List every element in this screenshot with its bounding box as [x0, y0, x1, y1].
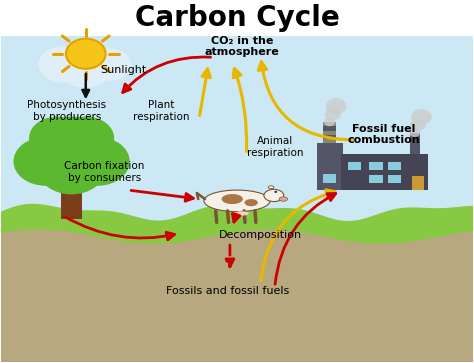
Ellipse shape	[204, 190, 270, 212]
FancyBboxPatch shape	[341, 154, 428, 190]
FancyArrowPatch shape	[64, 217, 174, 240]
FancyBboxPatch shape	[388, 163, 401, 170]
Text: CO₂ in the
atmosphere: CO₂ in the atmosphere	[204, 36, 279, 57]
Circle shape	[274, 191, 277, 193]
FancyBboxPatch shape	[369, 175, 383, 183]
Circle shape	[31, 117, 112, 178]
Polygon shape	[0, 229, 474, 362]
Text: Carbon fixation
by consumers: Carbon fixation by consumers	[64, 161, 145, 183]
FancyBboxPatch shape	[412, 176, 424, 190]
Circle shape	[37, 143, 106, 195]
Circle shape	[88, 48, 131, 81]
Bar	[0, 262, 474, 362]
Text: Animal
respiration: Animal respiration	[246, 136, 303, 158]
Text: Carbon Cycle: Carbon Cycle	[135, 4, 339, 32]
FancyArrowPatch shape	[226, 245, 234, 267]
Circle shape	[326, 98, 346, 114]
FancyBboxPatch shape	[323, 135, 336, 139]
Circle shape	[409, 129, 420, 137]
FancyArrowPatch shape	[123, 57, 210, 93]
FancyArrowPatch shape	[131, 191, 193, 201]
Circle shape	[38, 46, 86, 82]
FancyArrowPatch shape	[258, 62, 352, 140]
Text: Decomposition: Decomposition	[219, 230, 302, 240]
FancyBboxPatch shape	[410, 133, 420, 154]
Ellipse shape	[264, 189, 284, 201]
Text: Plant
respiration: Plant respiration	[133, 100, 190, 122]
FancyBboxPatch shape	[323, 131, 336, 135]
FancyBboxPatch shape	[323, 174, 336, 183]
Ellipse shape	[279, 197, 288, 201]
Bar	[0, 4, 474, 248]
Text: Sunlight: Sunlight	[100, 65, 146, 75]
FancyArrowPatch shape	[233, 69, 246, 151]
FancyBboxPatch shape	[318, 143, 343, 190]
FancyArrowPatch shape	[200, 69, 210, 115]
Circle shape	[411, 109, 432, 125]
FancyArrowPatch shape	[261, 190, 335, 281]
FancyBboxPatch shape	[323, 122, 336, 126]
Text: Fossils and fossil fuels: Fossils and fossil fuels	[166, 286, 289, 295]
Circle shape	[66, 39, 106, 69]
FancyArrowPatch shape	[82, 74, 89, 97]
FancyArrowPatch shape	[232, 213, 240, 222]
Ellipse shape	[235, 211, 249, 216]
FancyBboxPatch shape	[323, 126, 336, 131]
Circle shape	[324, 118, 335, 126]
Circle shape	[29, 117, 86, 160]
Circle shape	[60, 48, 112, 88]
FancyBboxPatch shape	[61, 162, 82, 219]
Circle shape	[13, 137, 78, 186]
FancyBboxPatch shape	[388, 175, 401, 183]
FancyBboxPatch shape	[369, 163, 383, 170]
Circle shape	[65, 137, 130, 186]
Circle shape	[57, 117, 114, 160]
Circle shape	[325, 108, 341, 120]
Polygon shape	[0, 204, 474, 248]
Ellipse shape	[268, 186, 274, 189]
FancyBboxPatch shape	[323, 139, 336, 143]
Circle shape	[410, 119, 426, 131]
Bar	[0, 4, 474, 36]
Ellipse shape	[222, 194, 243, 204]
FancyArrowPatch shape	[275, 193, 336, 284]
Text: Photosynthesis
by producers: Photosynthesis by producers	[27, 100, 107, 122]
Text: Fossil fuel
combustion: Fossil fuel combustion	[347, 124, 420, 145]
FancyBboxPatch shape	[348, 163, 361, 170]
Ellipse shape	[245, 199, 258, 206]
